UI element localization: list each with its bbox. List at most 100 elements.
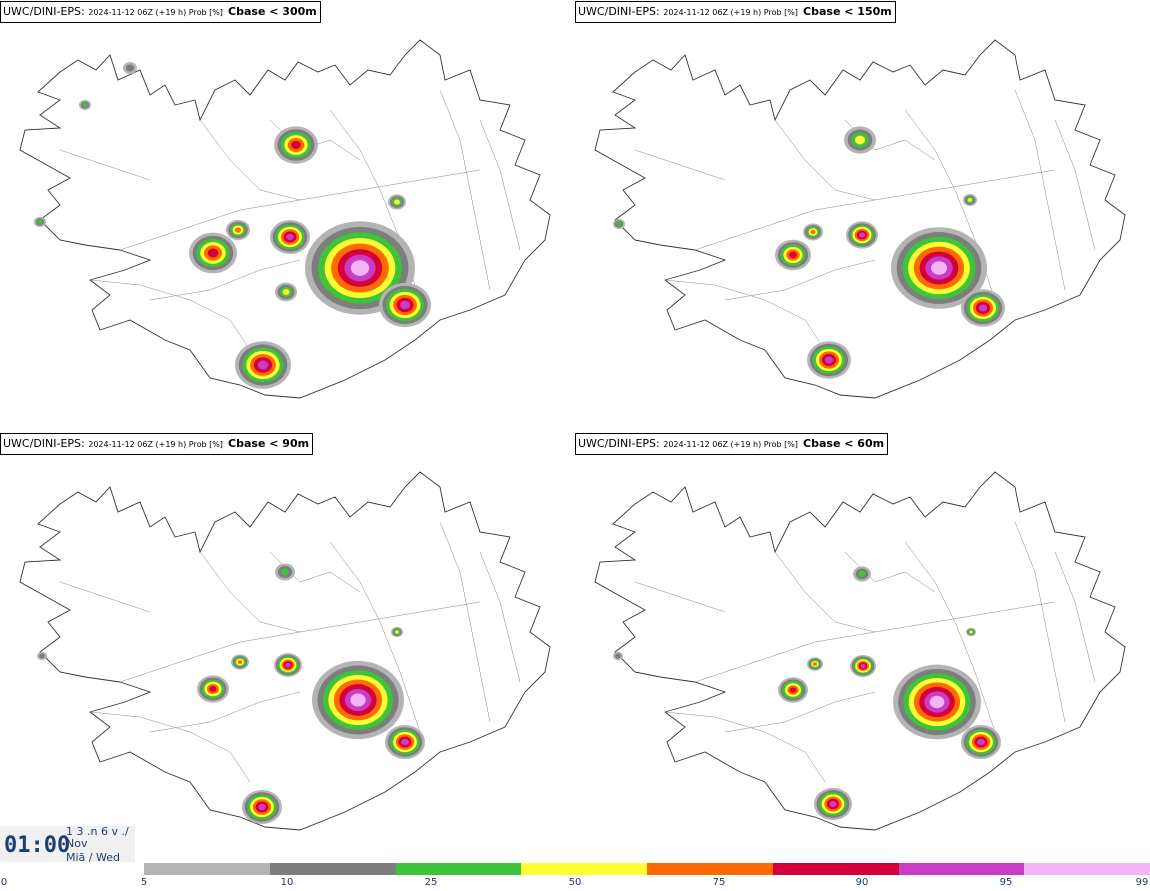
probability-area bbox=[34, 216, 46, 228]
probability-contour bbox=[258, 803, 266, 811]
boundary-line bbox=[59, 581, 151, 613]
probability-contour bbox=[234, 227, 242, 233]
probability-contour bbox=[401, 738, 409, 746]
panel-title-3: UWC/DINI-EPS: 2024-11-12 06Z (+19 h) Pro… bbox=[0, 433, 314, 455]
probability-contour bbox=[789, 687, 797, 693]
probability-area bbox=[305, 221, 415, 315]
probability-contour bbox=[37, 219, 43, 225]
boundary-line bbox=[439, 89, 491, 291]
probability-contour bbox=[977, 738, 985, 746]
probability-area bbox=[385, 725, 425, 759]
probability-contour bbox=[858, 232, 866, 238]
map-panel-4: UWC/DINI-EPS: 2024-11-12 06Z (+19 h) Pro… bbox=[575, 432, 1150, 862]
probability-area bbox=[226, 219, 250, 241]
boundary-line bbox=[199, 551, 301, 633]
panel-variable: Cbase < 90m bbox=[228, 437, 310, 450]
panel-meta: 2024-11-12 06Z (+19 h) Prob [%] bbox=[88, 8, 223, 17]
probability-contour bbox=[615, 653, 621, 659]
color-legend bbox=[144, 863, 1150, 875]
probability-contour bbox=[812, 662, 818, 666]
probability-area bbox=[803, 223, 823, 241]
panel-meta: 2024-11-12 06Z (+19 h) Prob [%] bbox=[663, 8, 798, 17]
legend-swatch bbox=[772, 863, 899, 875]
probability-area bbox=[391, 626, 403, 638]
probability-contour bbox=[291, 140, 301, 150]
boundary-line bbox=[149, 259, 301, 301]
probability-contour bbox=[280, 568, 290, 576]
iceland-coastline bbox=[19, 471, 551, 831]
boundary-line bbox=[199, 119, 301, 201]
probability-contour bbox=[824, 356, 834, 364]
boundary-line bbox=[1054, 119, 1096, 251]
boundary-line bbox=[904, 541, 996, 733]
probability-area bbox=[807, 341, 851, 379]
probability-contour bbox=[125, 64, 135, 72]
probability-contour bbox=[237, 660, 243, 664]
legend-tick-label: 90 bbox=[855, 877, 869, 888]
map-panel-3: UWC/DINI-EPS: 2024-11-12 06Z (+19 h) Pro… bbox=[0, 432, 575, 862]
legend-tick-label: 50 bbox=[568, 877, 582, 888]
legend-swatch bbox=[647, 863, 774, 875]
panel-source: UWC/DINI-EPS bbox=[578, 437, 657, 450]
probability-area bbox=[274, 126, 318, 164]
probability-area bbox=[79, 99, 91, 111]
legend-tick-label: 75 bbox=[712, 877, 726, 888]
panel-variable: Cbase < 60m bbox=[803, 437, 885, 450]
probability-area bbox=[275, 563, 295, 581]
probability-area bbox=[270, 220, 310, 254]
iceland-coastline bbox=[19, 39, 551, 399]
legend-swatch bbox=[898, 863, 1025, 875]
iceland-coastline bbox=[594, 471, 1126, 831]
probability-contour bbox=[810, 229, 816, 235]
probability-contour bbox=[978, 304, 988, 312]
legend-tick-label: 95 bbox=[999, 877, 1013, 888]
probability-contour bbox=[929, 695, 945, 709]
panel-meta: 2024-11-12 06Z (+19 h) Prob [%] bbox=[88, 440, 223, 449]
map-panel-2: UWC/DINI-EPS: 2024-11-12 06Z (+19 h) Pro… bbox=[575, 0, 1150, 430]
legend-tick-label: 25 bbox=[424, 877, 438, 888]
probability-contour bbox=[969, 630, 973, 634]
boundary-line bbox=[634, 149, 726, 181]
time-display: 01:00 1 3 .n 6 v ./ Nov Miã / Wed bbox=[0, 825, 135, 864]
probability-contour bbox=[282, 289, 290, 295]
legend-tick-label: 5 bbox=[140, 877, 148, 888]
probability-contour bbox=[209, 686, 217, 692]
probability-area bbox=[274, 653, 302, 677]
probability-contour bbox=[350, 693, 366, 707]
probability-contour bbox=[931, 261, 947, 275]
panel-title-1: UWC/DINI-EPS: 2024-11-12 06Z (+19 h) Pro… bbox=[0, 1, 321, 23]
probability-area bbox=[893, 664, 981, 740]
map-panel-1: UWC/DINI-EPS: 2024-11-12 06Z (+19 h) Pro… bbox=[0, 0, 575, 430]
iceland-map-1 bbox=[19, 39, 551, 399]
probability-contour bbox=[858, 570, 866, 578]
iceland-coastline bbox=[594, 39, 1126, 399]
iceland-map-2 bbox=[594, 39, 1126, 399]
probability-area bbox=[966, 627, 976, 637]
probability-contour bbox=[285, 662, 291, 668]
boundary-line bbox=[479, 119, 521, 251]
probability-area bbox=[613, 651, 623, 661]
probability-area bbox=[844, 126, 876, 154]
probability-area bbox=[312, 660, 404, 740]
legend-tick-label: 99 bbox=[1135, 877, 1149, 888]
boundary-line bbox=[1014, 89, 1066, 291]
legend-tick-label: 10 bbox=[280, 877, 294, 888]
probability-contour bbox=[350, 260, 370, 276]
probability-area bbox=[37, 651, 47, 661]
probability-contour bbox=[829, 800, 837, 808]
panel-variable: Cbase < 300m bbox=[228, 5, 317, 18]
boundary-line bbox=[774, 119, 876, 201]
probability-area bbox=[613, 218, 625, 230]
probability-area bbox=[853, 566, 871, 582]
boundary-line bbox=[634, 581, 726, 613]
probability-area bbox=[388, 194, 406, 210]
probability-area bbox=[891, 227, 987, 309]
valid-time: 01:00 bbox=[4, 833, 71, 858]
date-line-1: 1 3 .n 6 v ./ bbox=[66, 825, 129, 838]
panel-source: UWC/DINI-EPS bbox=[3, 5, 82, 18]
legend-tick-label: 0 bbox=[0, 877, 8, 888]
probability-area bbox=[961, 289, 1005, 327]
probability-area bbox=[807, 657, 823, 671]
probability-area bbox=[961, 725, 1001, 759]
probability-area bbox=[379, 282, 431, 328]
